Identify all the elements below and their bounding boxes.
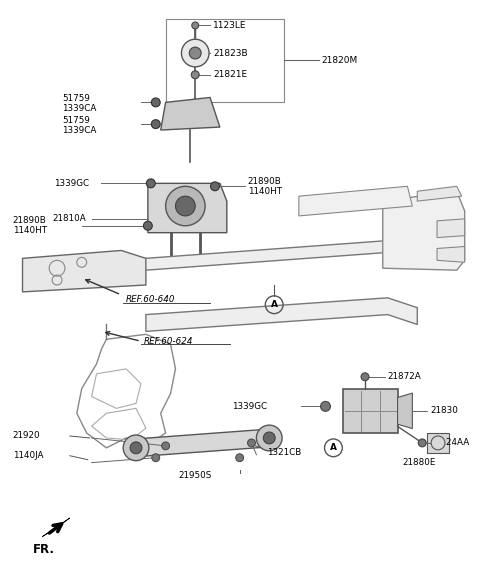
Circle shape <box>123 435 149 461</box>
Circle shape <box>418 439 426 447</box>
Polygon shape <box>397 393 412 429</box>
Circle shape <box>211 182 219 191</box>
Circle shape <box>162 442 169 450</box>
Text: 21890B: 21890B <box>248 177 281 186</box>
Text: 1321CB: 1321CB <box>267 448 301 457</box>
Circle shape <box>236 454 243 462</box>
Text: 51759: 51759 <box>62 116 90 124</box>
Circle shape <box>151 98 160 107</box>
Polygon shape <box>23 250 146 292</box>
Text: 51759: 51759 <box>62 94 90 103</box>
Text: 21890B: 21890B <box>12 216 47 225</box>
Text: 1140HT: 1140HT <box>12 226 47 235</box>
Polygon shape <box>343 389 397 433</box>
Polygon shape <box>146 241 417 270</box>
Circle shape <box>181 39 209 67</box>
Circle shape <box>130 442 142 454</box>
Circle shape <box>152 454 160 462</box>
Text: REF.60-624: REF.60-624 <box>144 337 193 346</box>
Text: REF.60-640: REF.60-640 <box>126 295 176 304</box>
Text: 21872A: 21872A <box>388 372 421 381</box>
Polygon shape <box>148 183 227 233</box>
Text: 1140HT: 1140HT <box>248 187 282 196</box>
Circle shape <box>176 196 195 216</box>
Text: 1339CA: 1339CA <box>62 104 96 113</box>
Text: 1339GC: 1339GC <box>232 402 267 411</box>
Text: 1140JA: 1140JA <box>12 451 43 460</box>
Circle shape <box>166 186 205 225</box>
Circle shape <box>144 222 152 230</box>
Polygon shape <box>42 518 70 537</box>
Polygon shape <box>383 191 465 270</box>
Text: A: A <box>271 300 278 309</box>
Circle shape <box>361 373 369 381</box>
Polygon shape <box>437 219 465 237</box>
Polygon shape <box>299 186 412 216</box>
Text: A: A <box>330 444 337 452</box>
Circle shape <box>431 436 445 450</box>
Circle shape <box>264 432 275 444</box>
Text: 21823B: 21823B <box>213 48 248 57</box>
Circle shape <box>146 179 155 188</box>
Text: 21920: 21920 <box>12 432 40 441</box>
Text: 21810A: 21810A <box>52 214 86 223</box>
Text: 21950S: 21950S <box>179 471 212 480</box>
Polygon shape <box>161 98 220 130</box>
Text: FR.: FR. <box>32 543 54 556</box>
Text: 1124AA: 1124AA <box>435 438 469 448</box>
Circle shape <box>192 22 199 29</box>
Text: 21830: 21830 <box>430 406 458 415</box>
Polygon shape <box>417 186 462 201</box>
Circle shape <box>151 120 160 128</box>
Polygon shape <box>437 247 465 262</box>
Text: 1123LE: 1123LE <box>213 21 247 30</box>
Text: 1339GC: 1339GC <box>54 179 89 188</box>
Polygon shape <box>135 429 270 457</box>
Circle shape <box>248 439 255 447</box>
Text: 21820M: 21820M <box>322 56 358 65</box>
Polygon shape <box>146 298 417 331</box>
Bar <box>427 433 449 453</box>
Circle shape <box>189 47 201 59</box>
Text: 21880E: 21880E <box>403 458 436 467</box>
Circle shape <box>192 71 199 79</box>
Circle shape <box>256 425 282 451</box>
Circle shape <box>321 402 330 411</box>
Text: 1339CA: 1339CA <box>62 126 96 135</box>
Text: 21821E: 21821E <box>213 70 247 80</box>
